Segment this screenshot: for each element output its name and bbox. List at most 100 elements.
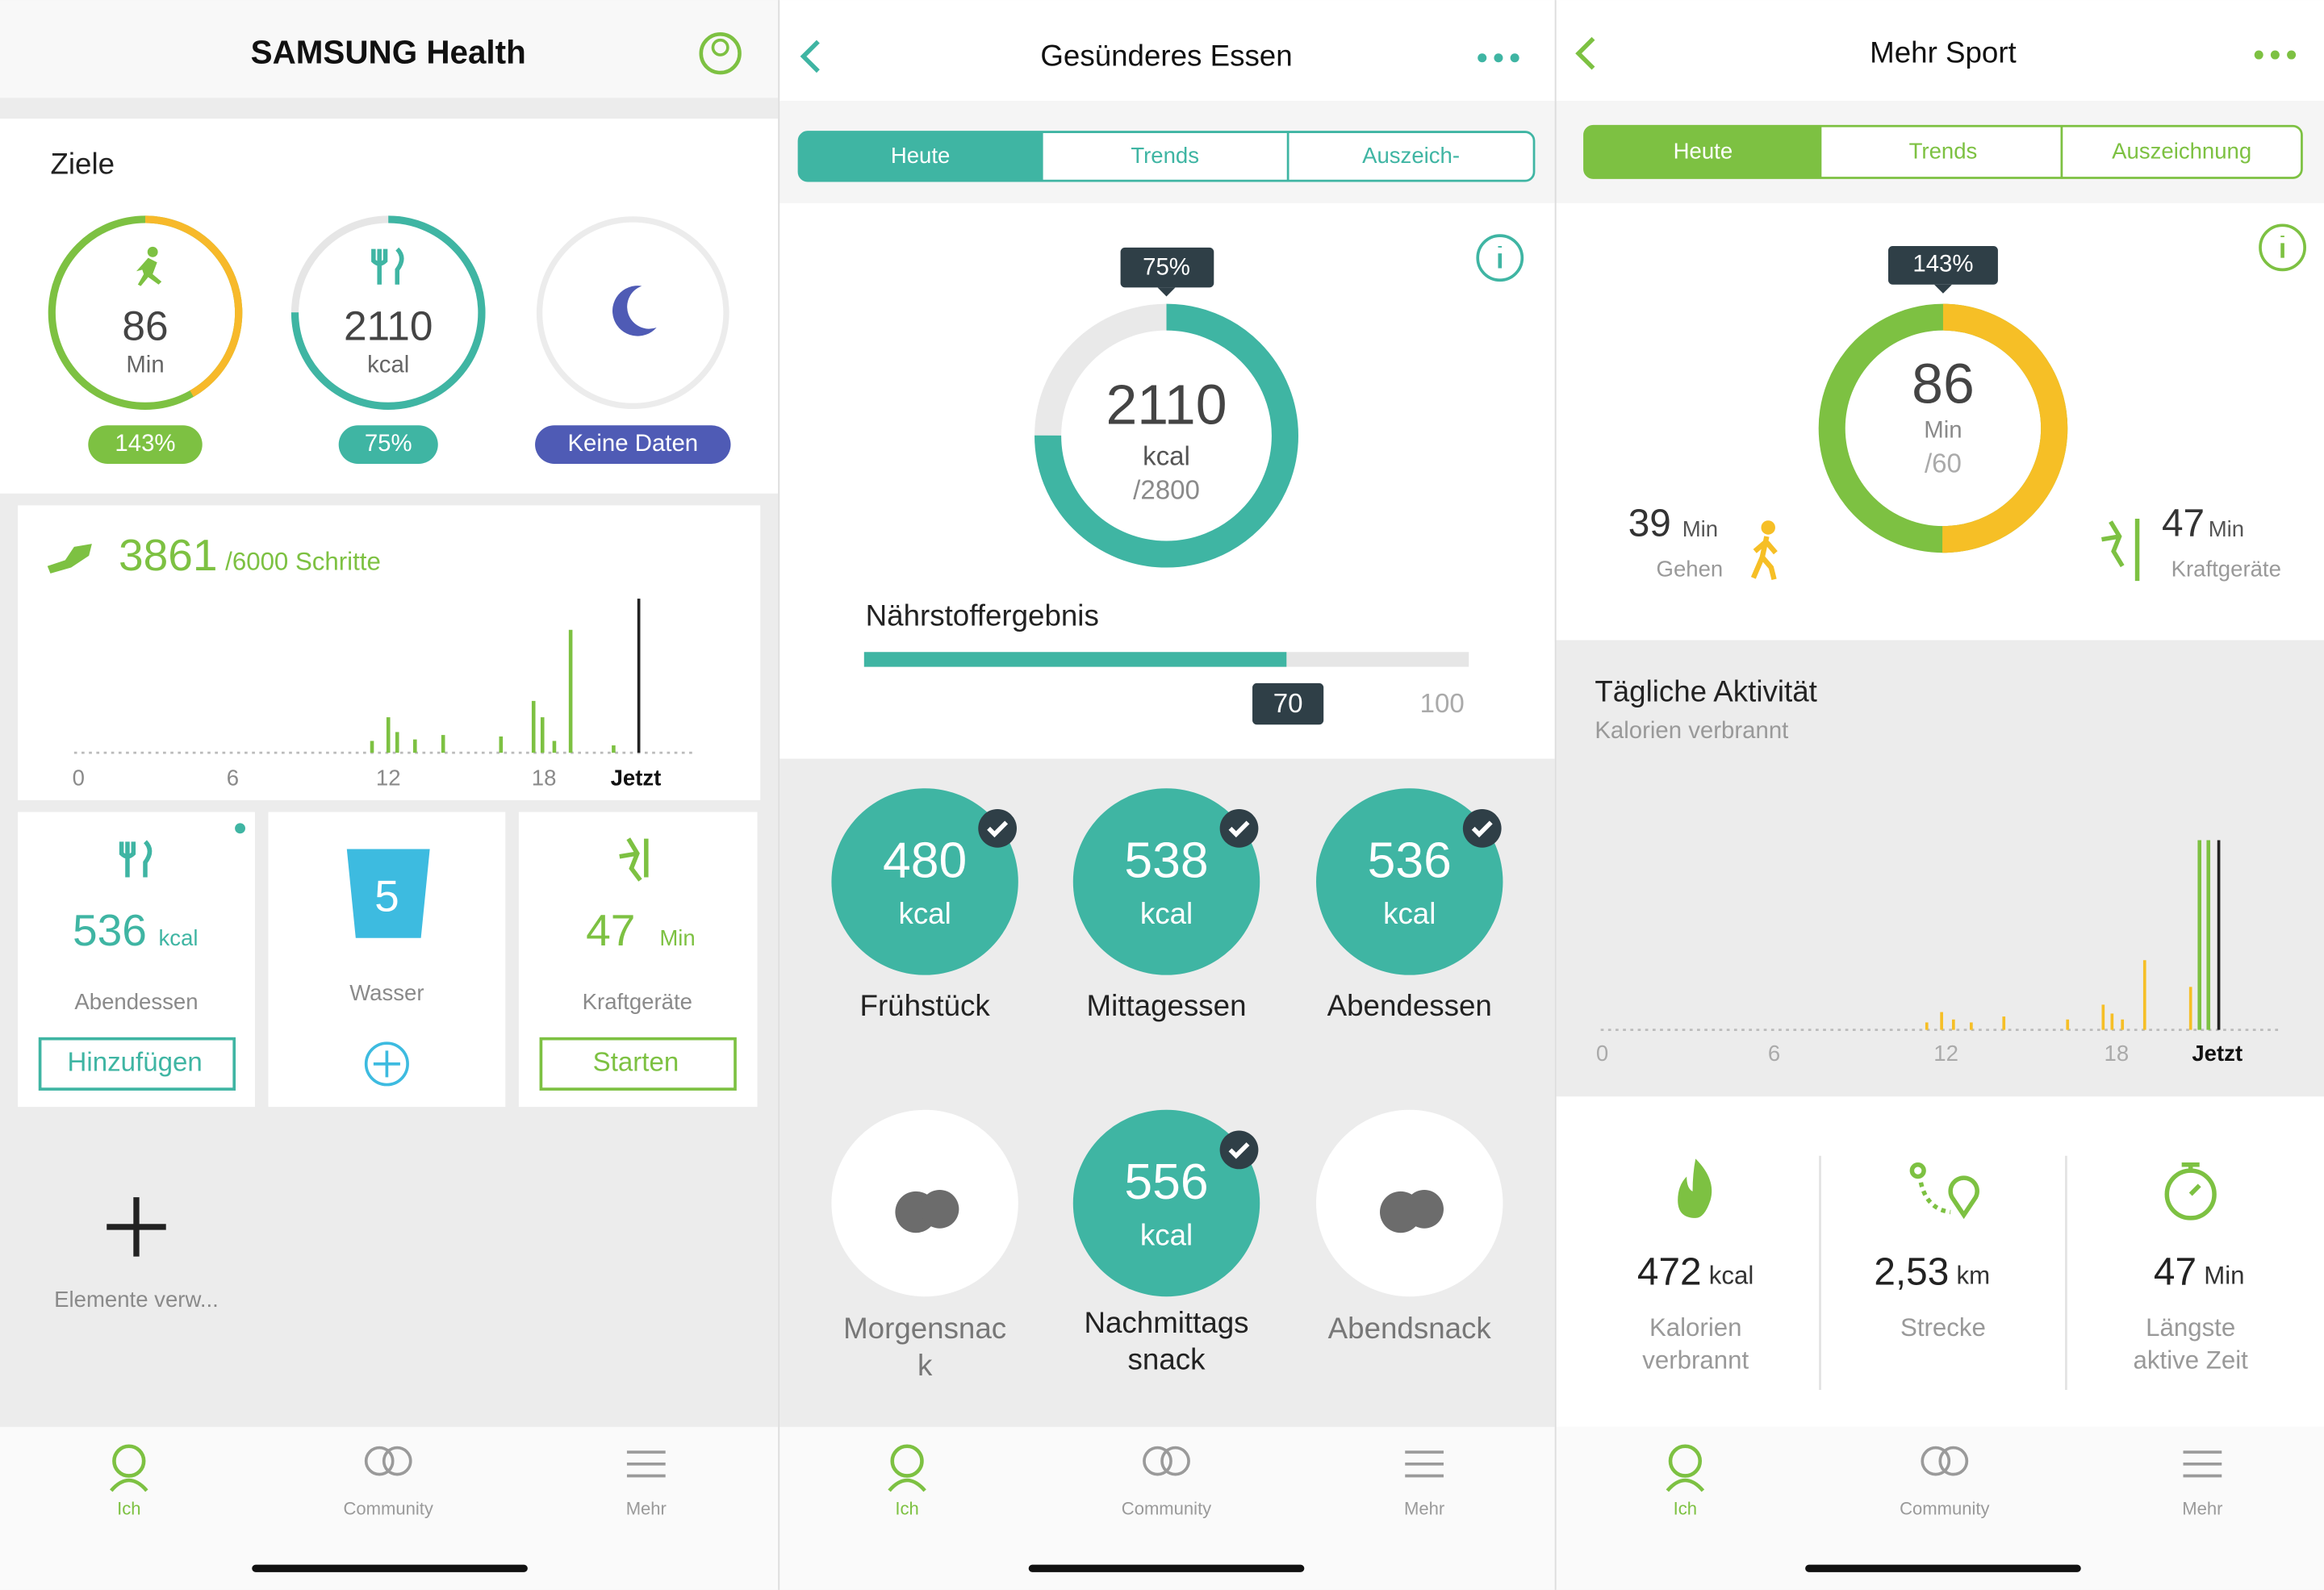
nav-label[interactable]: Community [1900,1499,1989,1519]
summary-goal: /2800 [1133,476,1200,506]
nav-label[interactable]: Ich [117,1499,140,1519]
nav-icon[interactable] [626,1450,666,1478]
nav-label[interactable]: Community [1122,1499,1211,1519]
tile-label: Abendessen [74,989,198,1014]
page-title: Mehr Sport [1870,36,2017,69]
separator [778,0,780,1590]
profile-icon[interactable] [699,32,742,75]
fork-knife-icon [371,247,404,285]
tab[interactable]: Heute [1674,139,1733,164]
profile-icon-head [711,38,729,56]
meal-label: k [917,1349,933,1382]
score-value: 70 [1273,689,1303,719]
add-water-button[interactable] [364,1041,409,1087]
nav-icon[interactable] [890,1444,924,1478]
button-label[interactable]: Starten [593,1048,679,1078]
meal-circle[interactable] [1072,788,1260,975]
meal-value: 556 [1124,1154,1208,1210]
fork-knife-icon [119,840,153,878]
axis-label: 0 [1596,1041,1608,1066]
check-icon [1471,820,1493,838]
badge-text: 143% [1912,251,1973,278]
section-subtitle: Kalorien verbrannt [1595,717,1788,744]
plus-icon [373,1050,400,1078]
part-unit: Min [2209,516,2244,541]
badge [1120,247,1214,288]
goal-badge [535,425,731,464]
nav-label[interactable]: Mehr [626,1499,667,1519]
meal-value: 538 [1124,832,1208,888]
badge-pointer [1157,287,1176,297]
info-button[interactable] [2259,223,2306,272]
nav-label[interactable]: Ich [895,1499,918,1519]
nav-icon[interactable] [364,1446,395,1476]
nav-icon[interactable] [2183,1450,2222,1478]
gym-icon [619,837,649,882]
meal-unit: kcal [898,897,951,930]
tab[interactable]: Heute [891,143,951,168]
segment-active [1584,126,1822,178]
axis-label: 6 [1768,1041,1780,1066]
tab[interactable]: Auszeich- [1362,143,1460,168]
tab-bar [1556,1426,2324,1590]
meal-value: 536 [1368,832,1452,888]
nav-label[interactable]: Mehr [1404,1499,1444,1519]
manage-label[interactable]: Elemente verw... [54,1287,219,1312]
more-button[interactable] [2254,50,2297,60]
check-icon [1228,1142,1250,1159]
goal-badge-text: Keine Daten [567,430,698,457]
header-bar [0,0,779,98]
segment-active [799,131,1043,182]
route-icon [1909,1162,1979,1220]
tab[interactable]: Trends [1131,143,1199,168]
meal-label: Nachmittags [1084,1306,1248,1339]
check-icon [987,820,1009,838]
summary-unit: kcal [1143,441,1190,471]
back-button[interactable] [1575,36,1595,70]
back-button[interactable] [800,40,820,73]
tab-bar [780,1426,1555,1590]
gym-icon [2101,518,2140,582]
stat-value: 47 [2154,1250,2197,1293]
nav-icon [110,1478,148,1492]
info-button[interactable] [1476,234,1524,282]
more-button[interactable] [1478,53,1519,63]
button-label[interactable]: Hinzufügen [68,1048,203,1078]
manage-plus-icon[interactable] [107,1197,166,1257]
tab[interactable]: Trends [1909,139,1978,164]
meal-label: Mittagessen [1087,989,1247,1022]
nav-icon[interactable] [1143,1446,1172,1476]
runner-icon [136,246,162,286]
meal-label: Abendsnack [1328,1312,1492,1345]
steps-goal: /6000 Schritte [225,547,381,575]
nav-label[interactable]: Mehr [2182,1499,2222,1519]
tile-label: Wasser [349,980,424,1005]
nav-icon[interactable] [112,1444,146,1478]
goal-unit: Min [126,352,164,378]
meal-circle[interactable] [1072,1109,1260,1297]
tab-bar [0,1426,779,1590]
meal-circle[interactable] [1316,788,1503,975]
meal-circle[interactable] [831,788,1018,975]
start-button[interactable] [539,1037,737,1091]
tab[interactable]: Auszeichnung [2112,139,2251,164]
badge [1888,245,1998,285]
nav-label[interactable]: Ich [1674,1499,1697,1519]
nav-icon[interactable] [1921,1446,1951,1476]
summary-goal: /60 [1925,449,1962,479]
score-fill [863,652,1287,667]
part-label: Gehen [1657,557,1724,582]
nav-label[interactable]: Community [344,1499,433,1519]
nav-icon [1160,1446,1190,1476]
new-dot [235,823,245,834]
stat-label: Strecke [1900,1313,1986,1342]
add-button[interactable] [38,1037,236,1091]
stat-value: 2,53 [1874,1250,1949,1293]
nav-icon[interactable] [1668,1444,1703,1478]
nav-icon[interactable] [1405,1450,1444,1478]
moon-icon [612,286,657,336]
meal-label: snack [1128,1343,1206,1376]
summary-value: 2110 [1106,373,1227,436]
axis-label: 6 [227,765,239,790]
